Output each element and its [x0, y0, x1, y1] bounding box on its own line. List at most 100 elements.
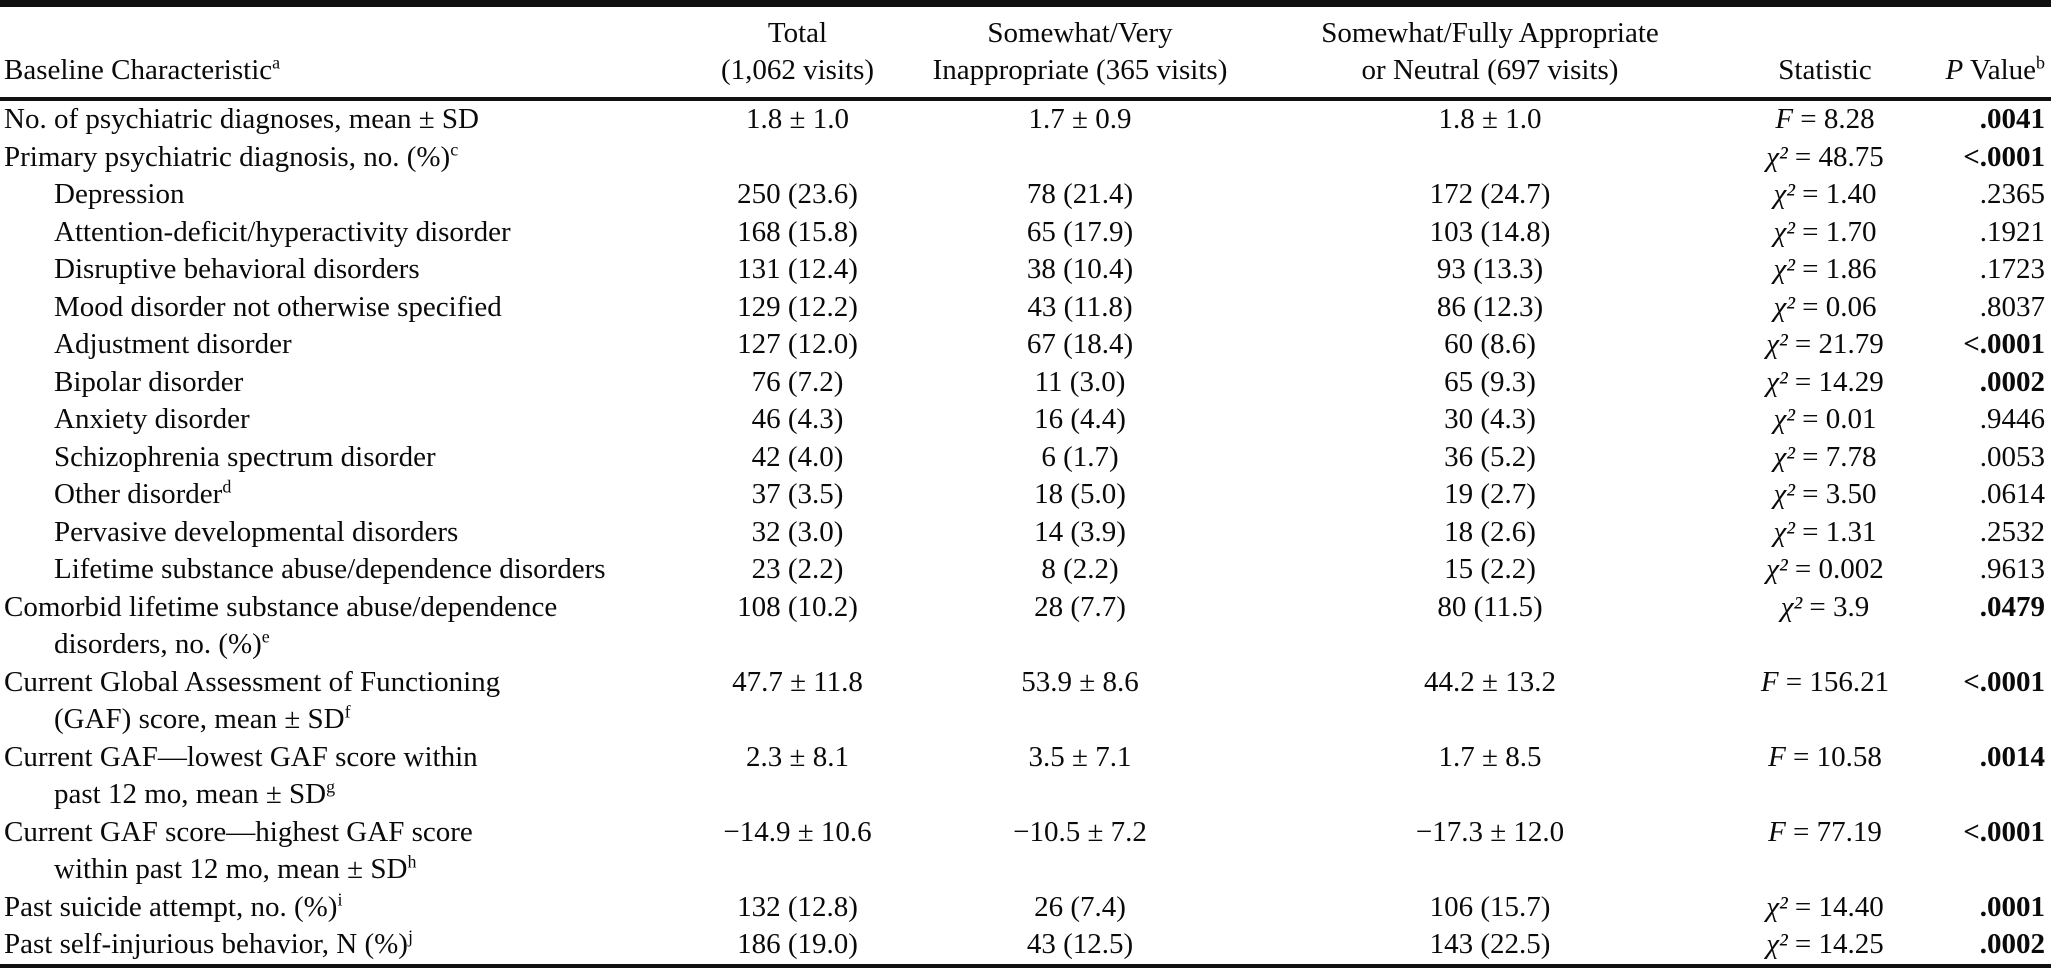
cell-statistic: χ² = 14.29: [1725, 364, 1925, 402]
row-label2-sup: e: [261, 626, 270, 647]
cell-total: 46 (4.3): [751, 403, 844, 435]
row-label-sup: d: [222, 476, 232, 497]
header-statistic-label: Statistic: [1778, 54, 1872, 86]
stat-rest: = 3.9: [1802, 590, 1870, 623]
stat-symbol: F: [1760, 665, 1779, 698]
row-label2-sup: f: [344, 701, 351, 722]
cell-p-value: .8037: [1979, 290, 2045, 323]
cell-statistic: χ² = 1.31: [1725, 514, 1925, 552]
stat-rest: = 48.75: [1787, 140, 1884, 173]
header-total-line2: (1,062 visits): [720, 54, 875, 86]
row-label-cell: Disruptive behavioral disorders: [0, 251, 690, 289]
row-label-cell: Bipolar disorder: [0, 364, 690, 402]
row-label-cell: Pervasive developmental disorders: [0, 514, 690, 552]
row-label-text: Pervasive developmental disorders: [54, 515, 459, 548]
stat-symbol: χ²: [1773, 215, 1795, 248]
cell-appropriate: 30 (4.3): [1444, 403, 1536, 435]
row-label: Past suicide attempt, no. (%)i: [4, 889, 690, 927]
cell-appropriate: 172 (24.7): [1429, 178, 1551, 210]
row-label: Mood disorder not otherwise specified: [4, 289, 690, 327]
cell-p-value: .0001: [1979, 890, 2045, 923]
cell-total: 131 (12.4): [737, 253, 858, 285]
cell-p-value: .2365: [1979, 178, 2045, 210]
cell-total: 127 (12.0): [737, 328, 858, 360]
stat-rest: = 14.25: [1787, 928, 1884, 960]
header-inappropriate: Somewhat/Very Inappropriate (365 visits): [905, 3, 1255, 101]
row-label2-sup: g: [326, 776, 336, 797]
cell-statistic: F = 8.28: [1725, 99, 1925, 139]
cell-inappropriate: 1.7 ± 0.9: [1028, 103, 1132, 135]
row-label-text: Adjustment disorder: [54, 328, 292, 360]
table-row: Adjustment disorder 127 (12.0) 67 (18.4)…: [0, 326, 2051, 364]
table-row: Current GAF—lowest GAF score within past…: [0, 739, 2051, 814]
cell-statistic: χ² = 3.50: [1725, 476, 1925, 514]
stat-symbol: χ²: [1766, 928, 1788, 960]
row-label-text: Anxiety disorder: [54, 403, 250, 435]
row-label: Schizophrenia spectrum disorder: [4, 439, 690, 477]
header-inappropriate-line1: Somewhat/Very: [987, 17, 1173, 49]
cell-appropriate: 143 (22.5): [1429, 928, 1551, 960]
table-row: Anxiety disorder 46 (4.3) 16 (4.4) 30 (4…: [0, 401, 2051, 439]
row-label-text: Mood disorder not otherwise specified: [54, 290, 502, 323]
cell-total: 186 (19.0): [737, 928, 858, 960]
table-row: Past self-injurious behavior, N (%)j 186…: [0, 926, 2051, 966]
row-label-text: Bipolar disorder: [54, 365, 244, 398]
stat-symbol: F: [1768, 740, 1786, 773]
row-label-text: No. of psychiatric diagnoses, mean ± SD: [4, 103, 479, 135]
cell-p-value: .0002: [1979, 365, 2045, 398]
cell-statistic: F = 156.21: [1725, 664, 1925, 739]
cell-inappropriate: 43 (11.8): [1027, 290, 1133, 323]
table-row: Other disorderd 37 (3.5) 18 (5.0) 19 (2.…: [0, 476, 2051, 514]
cell-inappropriate: 6 (1.7): [1041, 440, 1119, 473]
row-label-line2: past 12 mo, mean ± SDg: [4, 776, 690, 814]
stat-symbol: χ²: [1780, 590, 1803, 623]
stat-rest: = 14.29: [1787, 365, 1884, 398]
cell-statistic: χ² = 48.75: [1725, 139, 1925, 177]
cell-p-value: <.0001: [1963, 328, 2045, 360]
row-label2-text: (GAF) score, mean ± SD: [54, 703, 345, 735]
cell-appropriate: 80 (11.5): [1437, 590, 1543, 623]
cell-total: 250 (23.6): [737, 178, 858, 210]
cell-inappropriate: 26 (7.4): [1034, 890, 1126, 923]
row-label2-text: past 12 mo, mean ± SD: [54, 778, 327, 810]
cell-inappropriate: 28 (7.7): [1034, 590, 1126, 623]
cell-inappropriate: [905, 139, 1255, 177]
table-row: Mood disorder not otherwise specified 12…: [0, 289, 2051, 327]
cell-inappropriate: 78 (21.4): [1026, 178, 1134, 210]
row-label: Attention-deficit/hyperactivity disorder: [4, 214, 690, 252]
cell-appropriate: 1.7 ± 8.5: [1438, 740, 1542, 773]
row-label-text: Comorbid lifetime substance abuse/depend…: [4, 590, 558, 623]
cell-statistic: F = 10.58: [1725, 739, 1925, 814]
stat-symbol: χ²: [1773, 253, 1795, 285]
cell-p-value: <.0001: [1963, 665, 2045, 698]
row-label-text: Disruptive behavioral disorders: [54, 253, 420, 285]
cell-p-value: .0041: [1979, 103, 2045, 135]
row-label-text: Current GAF score—highest GAF score: [4, 815, 473, 848]
cell-p-value: .0002: [1979, 928, 2045, 960]
row-label: Current Global Assessment of Functioning: [4, 664, 690, 702]
cell-inappropriate: 11 (3.0): [1034, 365, 1126, 398]
cell-total: 32 (3.0): [751, 515, 844, 548]
cell-statistic: χ² = 0.06: [1725, 289, 1925, 327]
row-label-text: Current GAF—lowest GAF score within: [4, 740, 478, 773]
cell-total: 132 (12.8): [737, 890, 858, 923]
stat-rest: = 1.70: [1794, 215, 1877, 248]
header-p-value-label: Value: [1963, 54, 2037, 86]
cell-inappropriate: 67 (18.4): [1026, 328, 1134, 360]
cell-p-value: .0479: [1979, 590, 2045, 623]
row-label-cell: Current GAF—lowest GAF score within past…: [0, 739, 690, 814]
cell-statistic: F = 77.19: [1725, 814, 1925, 889]
cell-statistic: χ² = 1.86: [1725, 251, 1925, 289]
header-baseline-characteristic-label: Baseline Characteristic: [4, 54, 273, 86]
row-label-cell: Adjustment disorder: [0, 326, 690, 364]
cell-appropriate: [1255, 139, 1725, 177]
header-total: Total (1,062 visits): [690, 3, 905, 101]
row-label-line2: disorders, no. (%)e: [4, 626, 690, 664]
stat-rest: = 1.86: [1794, 253, 1877, 285]
cell-appropriate: 103 (14.8): [1429, 215, 1551, 248]
table-body: No. of psychiatric diagnoses, mean ± SD …: [0, 99, 2051, 966]
stat-rest: = 3.50: [1794, 478, 1877, 510]
cell-appropriate: 18 (2.6): [1444, 515, 1536, 548]
cell-total: 23 (2.2): [751, 553, 844, 585]
row-label: Current GAF score—highest GAF score: [4, 814, 690, 852]
